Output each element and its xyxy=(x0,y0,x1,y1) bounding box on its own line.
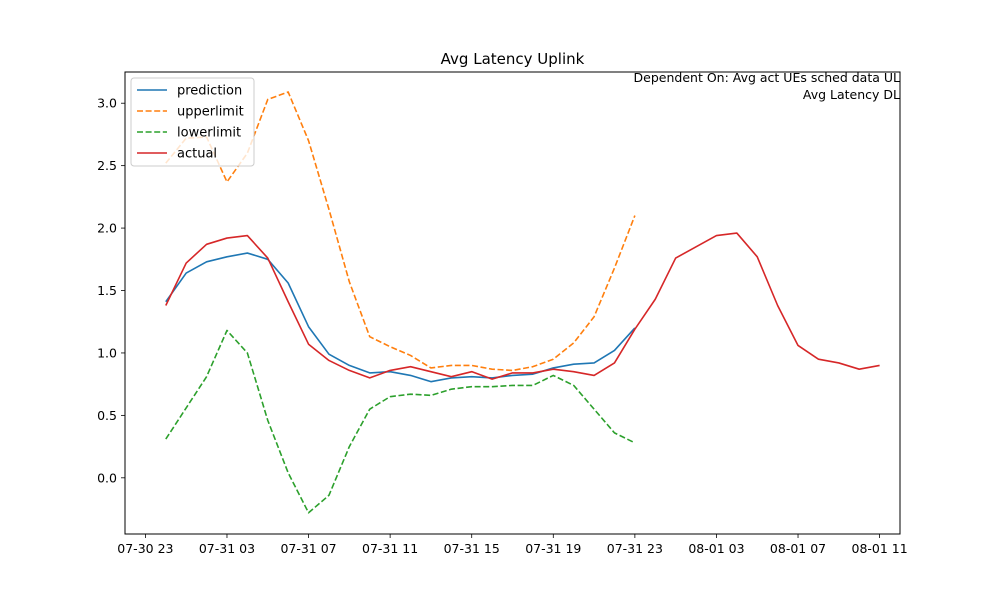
x-tick-label: 07-31 03 xyxy=(199,541,255,556)
x-tick-label: 07-31 15 xyxy=(444,541,500,556)
y-tick-label: 0.5 xyxy=(97,408,117,423)
legend-label-prediction: prediction xyxy=(177,84,242,99)
series-line-lowerlimit xyxy=(165,329,636,514)
x-tick-label: 07-31 07 xyxy=(280,541,336,556)
y-axis: 0.0 0.5 1.0 1.5 2.0 2.5 3.0 xyxy=(97,96,125,485)
y-tick-label: 0.0 xyxy=(97,470,117,485)
legend-box xyxy=(130,77,255,167)
annotation-avg-latency-dl: Avg Latency DL xyxy=(803,87,900,102)
legend: prediction upperlimit lowerlimit actual xyxy=(130,77,255,167)
x-tick-label: 08-01 03 xyxy=(688,541,744,556)
y-tick-label: 1.0 xyxy=(97,345,117,360)
x-tick-label: 07-30 23 xyxy=(117,541,173,556)
series-line-prediction xyxy=(165,252,636,383)
legend-label-actual: actual xyxy=(177,147,217,162)
legend-label-upperlimit: upperlimit xyxy=(177,105,244,120)
annotation-dependent-on: Dependent On: Avg act UEs sched data UL xyxy=(634,70,900,85)
y-tick-label: 1.5 xyxy=(97,283,117,298)
chart-title: Avg Latency Uplink xyxy=(441,50,585,68)
x-axis: 07-30 23 07-31 03 07-31 07 07-31 11 07-31 15… xyxy=(117,534,908,556)
x-tick-label: 07-31 23 xyxy=(607,541,663,556)
x-tick-label: 08-01 07 xyxy=(770,541,826,556)
legend-label-lowerlimit: lowerlimit xyxy=(177,126,241,141)
y-tick-label: 2.5 xyxy=(97,158,117,173)
x-tick-label: 07-31 11 xyxy=(362,541,418,556)
y-tick-label: 2.0 xyxy=(97,221,117,236)
x-tick-label: 07-31 19 xyxy=(525,541,581,556)
x-tick-label: 08-01 11 xyxy=(852,541,908,556)
series-line-actual xyxy=(165,232,880,380)
plot-frame xyxy=(124,71,901,535)
y-tick-label: 3.0 xyxy=(97,96,117,111)
